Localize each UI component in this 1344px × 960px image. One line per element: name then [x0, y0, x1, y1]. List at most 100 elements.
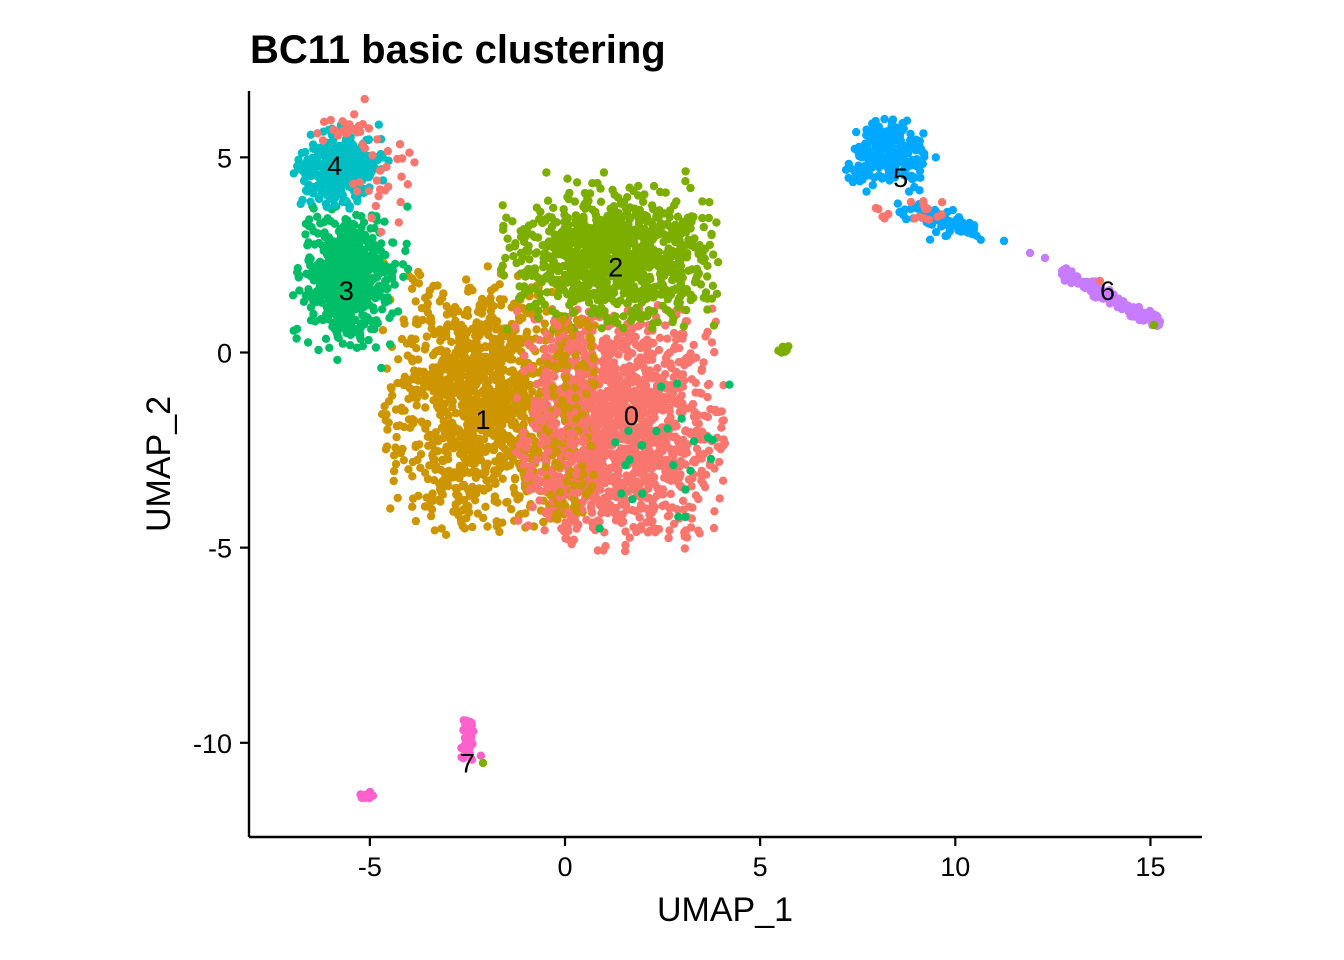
cell-point-cluster-1	[411, 516, 421, 526]
cell-point-cluster-1	[484, 330, 493, 340]
cell-point-cluster-0	[711, 405, 720, 414]
cell-point-cluster-3	[301, 219, 311, 228]
cell-point-cluster-2	[619, 323, 628, 333]
cell-point-cluster-0	[661, 500, 670, 509]
cell-point-cluster-1	[480, 426, 489, 435]
cell-point-boundary	[576, 319, 585, 329]
cell-point-cluster-3	[341, 224, 350, 233]
cell-point-cluster-1	[414, 491, 423, 500]
cell-point-cluster-2	[525, 302, 534, 312]
cell-point-cluster-3	[376, 246, 386, 256]
cell-point-cluster-2	[608, 185, 617, 195]
cell-point-cluster-0	[610, 368, 619, 378]
cell-point-cluster-1	[461, 454, 470, 463]
cell-point-cluster-2	[540, 300, 549, 309]
cell-point-cluster-3	[355, 292, 364, 302]
cell-point-cluster-0	[710, 507, 719, 516]
cell-point-cluster-1	[540, 319, 549, 328]
cell-point-cluster-3	[306, 316, 316, 325]
cell-point-cluster-0	[590, 411, 599, 420]
cell-point-boundary	[568, 331, 577, 340]
cell-point-cluster-2	[584, 196, 593, 206]
cell-point-cluster-2	[690, 278, 700, 287]
cell-point-cluster-1	[420, 371, 429, 381]
cell-point-cluster-0	[631, 332, 640, 342]
cell-point-cluster-0	[715, 457, 724, 467]
cell-point-cluster-2	[584, 246, 594, 256]
cell-point-cluster-0	[355, 178, 364, 187]
cell-point-cluster-2	[547, 274, 556, 283]
cell-point-cluster-0	[648, 373, 657, 383]
cell-point-cluster-1	[486, 293, 495, 303]
cell-point-cluster-3	[334, 333, 343, 343]
cell-point-cluster-0	[600, 358, 610, 368]
cell-point-cluster-0	[688, 474, 697, 483]
cell-point-cluster-3	[663, 424, 672, 433]
cell-point-boundary	[572, 450, 582, 459]
cell-point-cluster-3	[689, 437, 699, 446]
cell-point-cluster-0	[625, 336, 634, 345]
cell-point-cluster-1	[510, 418, 519, 427]
cell-point-cluster-1	[448, 397, 457, 406]
cell-point-cluster-2	[562, 234, 572, 243]
cell-point-cluster-2	[530, 283, 539, 293]
cell-point-cluster-0	[374, 192, 383, 201]
cell-point-cluster-2	[654, 230, 663, 239]
cell-point-cluster-1	[505, 331, 515, 341]
cell-point-cluster-2	[502, 325, 512, 334]
cell-point-cluster-0	[683, 440, 692, 449]
cell-point-cluster-2	[649, 257, 658, 267]
cell-point-cluster-1	[474, 331, 483, 341]
cell-point-cluster-1	[438, 433, 448, 443]
cell-point-cluster-2	[562, 226, 572, 235]
cell-point-cluster-1	[411, 385, 420, 395]
cell-point-cluster-0	[681, 426, 690, 435]
cell-point-cluster-1	[420, 502, 430, 511]
cell-point-cluster-2	[673, 212, 683, 221]
cell-point-cluster-2	[684, 235, 693, 244]
cell-point-cluster-1	[481, 502, 490, 511]
cell-point-cluster-1	[480, 461, 490, 470]
cell-point-cluster-0	[614, 458, 623, 467]
cell-point-cluster-0	[654, 447, 664, 456]
cell-point-cluster-3	[344, 247, 354, 257]
points-layer	[288, 94, 1165, 803]
cell-point-cluster-1	[463, 381, 472, 390]
cell-point-cluster-3	[299, 297, 309, 306]
cell-point-cluster-1	[497, 331, 506, 340]
cell-point-cluster-0	[561, 534, 570, 543]
cell-point-cluster-2	[503, 234, 512, 243]
cell-point-cluster-3	[625, 455, 634, 464]
cell-point-cluster-1	[406, 423, 415, 432]
cell-point-cluster-3	[401, 246, 410, 256]
cell-point-cluster-1	[522, 397, 531, 406]
cell-point-cluster-1	[485, 365, 495, 374]
cell-point-boundary	[555, 472, 564, 482]
cell-point-cluster-0	[654, 345, 664, 355]
cell-point-cluster-3	[335, 238, 344, 247]
cell-point-boundary	[566, 346, 575, 355]
cell-point-cluster-2	[583, 289, 592, 299]
cell-point-cluster-1	[414, 267, 423, 277]
cell-point-cluster-1	[483, 476, 492, 485]
cell-point-cluster-2	[533, 313, 543, 323]
cell-point-cluster-3	[295, 286, 304, 295]
cell-point-cluster-0	[512, 393, 522, 403]
cell-point-cluster-0	[650, 480, 660, 489]
cell-point-cluster-1	[472, 395, 482, 404]
cell-point-cluster-0	[701, 332, 710, 341]
cell-point-cluster-0	[717, 423, 726, 432]
cell-point-cluster-2	[544, 263, 554, 272]
cell-point-cluster-1	[442, 310, 452, 319]
cell-point-cluster-0	[680, 360, 689, 370]
cell-point-cluster-2	[535, 288, 545, 298]
cell-point-cluster-2	[597, 324, 606, 333]
cell-point-cluster-3	[356, 304, 365, 314]
cell-point-cluster-2	[660, 230, 670, 240]
cell-point-cluster-1	[439, 289, 448, 298]
cell-point-cluster-1	[441, 326, 450, 335]
cell-point-boundary	[571, 393, 580, 402]
cell-point-boundary	[552, 407, 562, 417]
cell-point-cluster-0	[376, 227, 386, 237]
cell-point-cluster-2	[589, 304, 599, 313]
